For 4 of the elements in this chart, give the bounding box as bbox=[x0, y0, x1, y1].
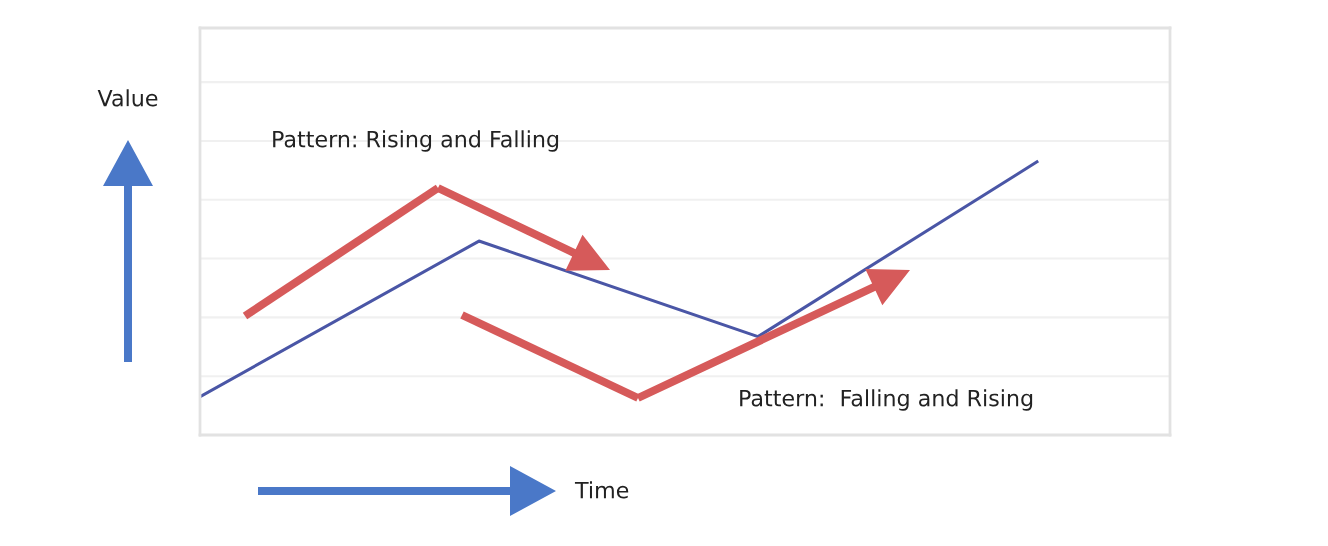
y-axis-title: Value bbox=[97, 89, 158, 107]
text: Pattern: Rising and Falling bbox=[273, 130, 559, 152]
x-axis-title: Time bbox=[574, 481, 629, 499]
annotation: Pattern: Falling and Rising bbox=[740, 389, 1033, 411]
